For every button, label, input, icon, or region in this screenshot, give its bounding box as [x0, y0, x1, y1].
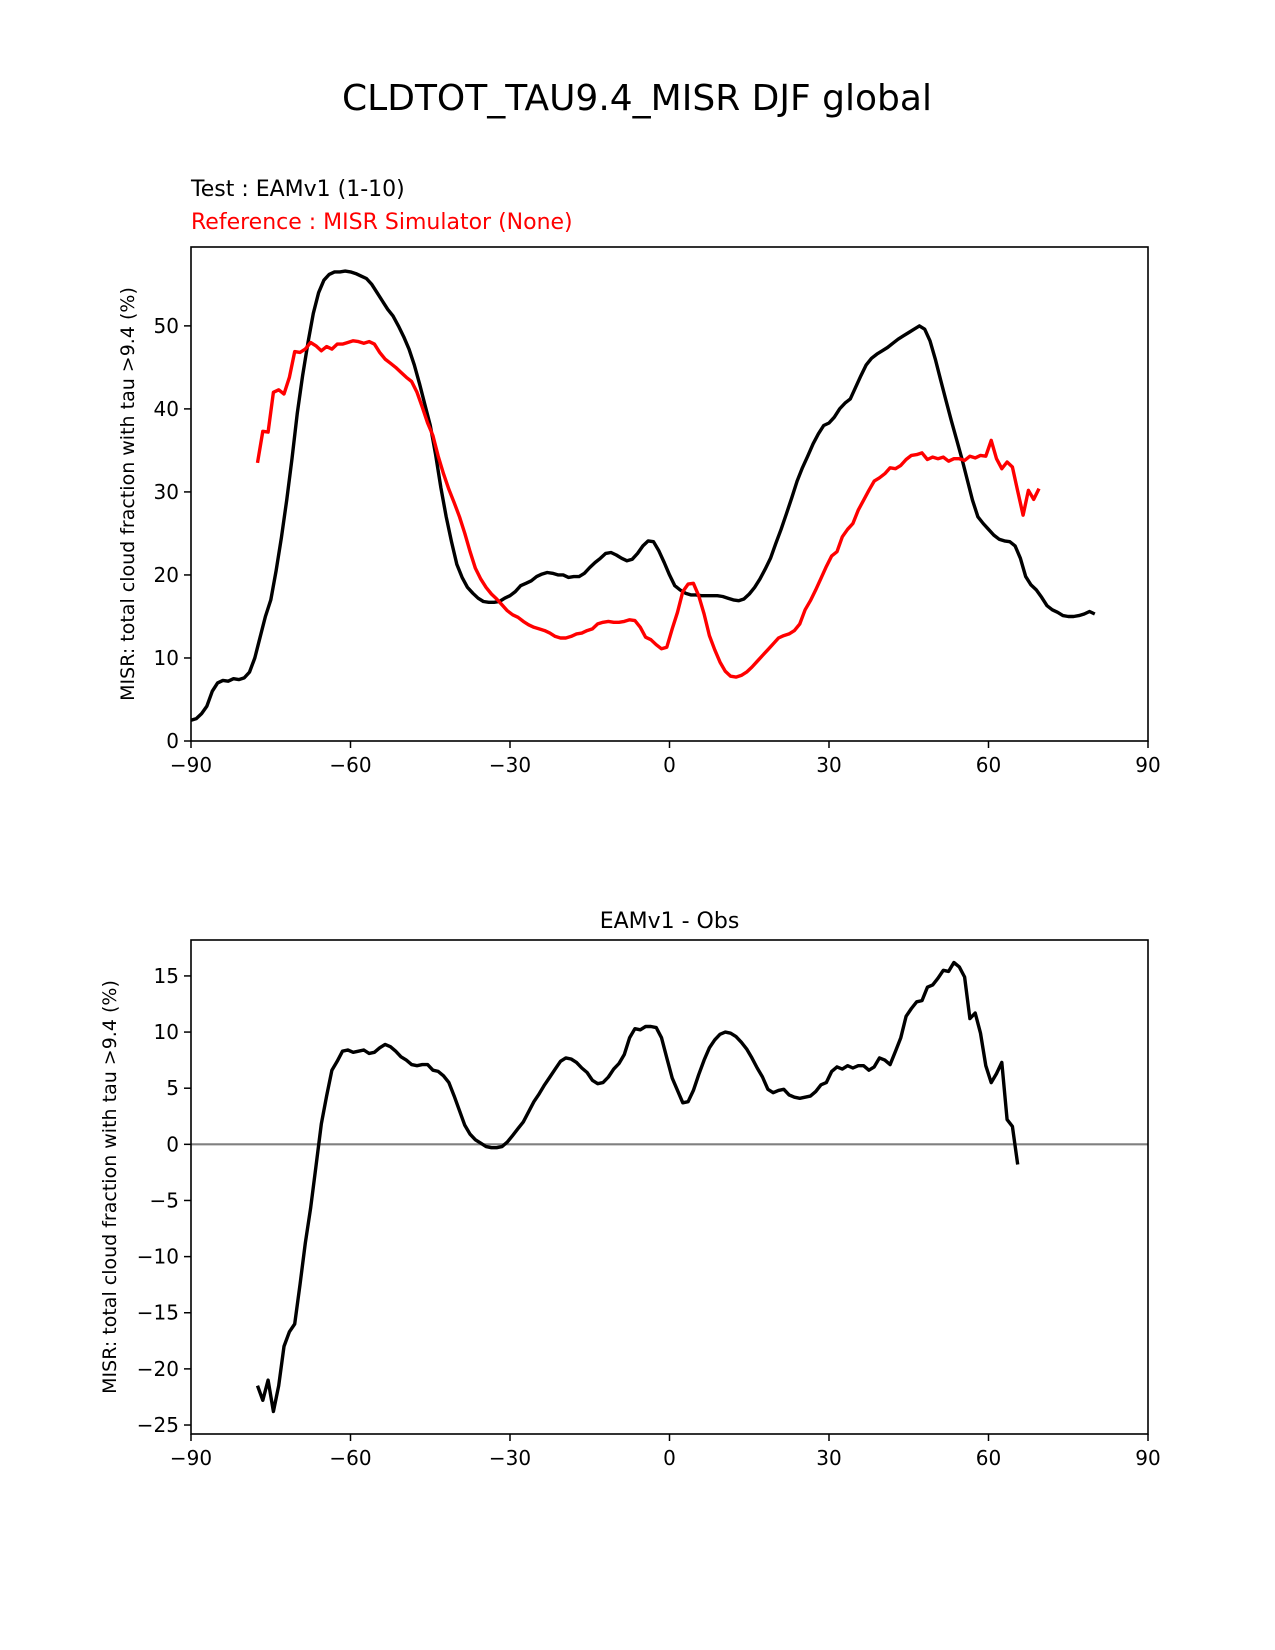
- plot-frame: [190, 246, 1149, 742]
- x-tick-label: 30: [816, 753, 841, 777]
- y-tick-label: 40: [154, 397, 179, 421]
- x-tick-label: 90: [1135, 1446, 1160, 1470]
- y-tick-label: 10: [154, 1020, 179, 1044]
- x-tick-label: −30: [489, 753, 531, 777]
- test-label: Test : EAMv1 (1-10): [190, 177, 405, 202]
- y-tick-label: −10: [137, 1245, 179, 1269]
- y-axis-label: MISR: total cloud fraction with tau >9.4…: [117, 287, 139, 701]
- y-tick-label: 50: [154, 314, 179, 338]
- x-tick-label: −90: [170, 1446, 212, 1470]
- y-tick-label: 20: [154, 563, 179, 587]
- panel-title: EAMv1 - Obs: [600, 909, 740, 934]
- x-tick-label: 0: [663, 1446, 676, 1470]
- x-tick-label: −30: [489, 1446, 531, 1470]
- reference-label: Reference : MISR Simulator (None): [191, 210, 573, 235]
- series-line-0-0: [190, 269, 1096, 722]
- x-tick-label: 60: [976, 1446, 1001, 1470]
- y-tick-label: −15: [137, 1301, 179, 1325]
- x-tick-label: −90: [170, 753, 212, 777]
- x-tick-label: 90: [1135, 753, 1160, 777]
- figure-title: CLDTOT_TAU9.4_MISR DJF global: [342, 78, 932, 119]
- difference-line-chart: −90 −60 −30 0 30 60 90 −25 −20 −15 −10 −5 0 5 10 15 MISR…: [99, 909, 1161, 1470]
- y-axis-label: MISR: total cloud fraction with tau >9.4…: [99, 980, 121, 1394]
- series-line-0-1: [255, 339, 1041, 679]
- plot-frame: [190, 939, 1149, 1435]
- x-tick-label: 60: [976, 753, 1001, 777]
- x-tick-label: 30: [816, 1446, 841, 1470]
- x-tick-label: −60: [329, 753, 371, 777]
- top-line-chart: −90 −60 −30 0 30 60 90 0 10 20 30 40 50 MISR: total c…: [117, 246, 1161, 777]
- y-tick-label: 5: [166, 1076, 179, 1100]
- y-tick-label: −25: [137, 1413, 179, 1437]
- y-tick-label: 10: [154, 646, 179, 670]
- y-tick-label: −5: [150, 1188, 179, 1212]
- x-tick-label: −60: [329, 1446, 371, 1470]
- y-tick-label: 0: [166, 729, 179, 753]
- y-tick-label: 30: [154, 480, 179, 504]
- x-tick-label: 0: [663, 753, 676, 777]
- series-line-1-0: [255, 960, 1020, 1414]
- y-tick-label: 15: [154, 964, 179, 988]
- y-tick-label: 0: [166, 1132, 179, 1156]
- y-tick-label: −20: [137, 1357, 179, 1381]
